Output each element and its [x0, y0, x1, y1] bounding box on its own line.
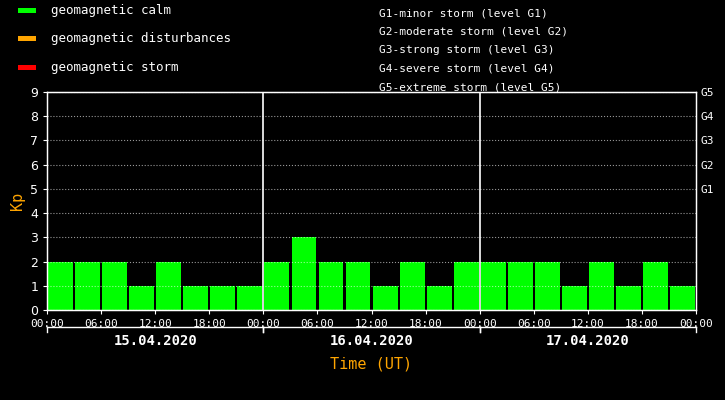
Text: G1-minor storm (level G1): G1-minor storm (level G1) [378, 8, 547, 18]
Bar [643, 262, 668, 310]
Text: G3-strong storm (level G3): G3-strong storm (level G3) [378, 45, 554, 55]
Bar [157, 262, 181, 310]
Bar [562, 286, 587, 310]
Bar [318, 262, 344, 310]
Bar [535, 262, 560, 310]
Text: G2-moderate storm (level G2): G2-moderate storm (level G2) [378, 27, 568, 37]
Bar [454, 262, 479, 310]
Bar [18, 64, 36, 70]
Bar [481, 262, 505, 310]
Bar [75, 262, 100, 310]
Bar [346, 262, 370, 310]
Bar [183, 286, 208, 310]
Bar [399, 262, 425, 310]
Bar [373, 286, 397, 310]
Text: 16.04.2020: 16.04.2020 [330, 334, 413, 348]
Text: G5-extreme storm (level G5): G5-extreme storm (level G5) [378, 82, 561, 92]
Bar [670, 286, 695, 310]
Bar [210, 286, 236, 310]
Bar [589, 262, 614, 310]
Text: 17.04.2020: 17.04.2020 [546, 334, 630, 348]
Text: G4-severe storm (level G4): G4-severe storm (level G4) [378, 64, 554, 74]
Text: geomagnetic storm: geomagnetic storm [51, 61, 178, 74]
Bar [102, 262, 127, 310]
Text: 15.04.2020: 15.04.2020 [113, 334, 197, 348]
Text: geomagnetic calm: geomagnetic calm [51, 4, 170, 17]
Bar [18, 36, 36, 42]
Bar [507, 262, 533, 310]
Text: Time (UT): Time (UT) [331, 356, 413, 372]
Bar [48, 262, 73, 310]
Bar [616, 286, 641, 310]
Bar [265, 262, 289, 310]
Bar [129, 286, 154, 310]
Bar [427, 286, 452, 310]
Bar [291, 237, 316, 310]
Bar [238, 286, 262, 310]
Y-axis label: Kp: Kp [9, 192, 25, 210]
Bar [18, 8, 36, 13]
Text: geomagnetic disturbances: geomagnetic disturbances [51, 32, 231, 45]
